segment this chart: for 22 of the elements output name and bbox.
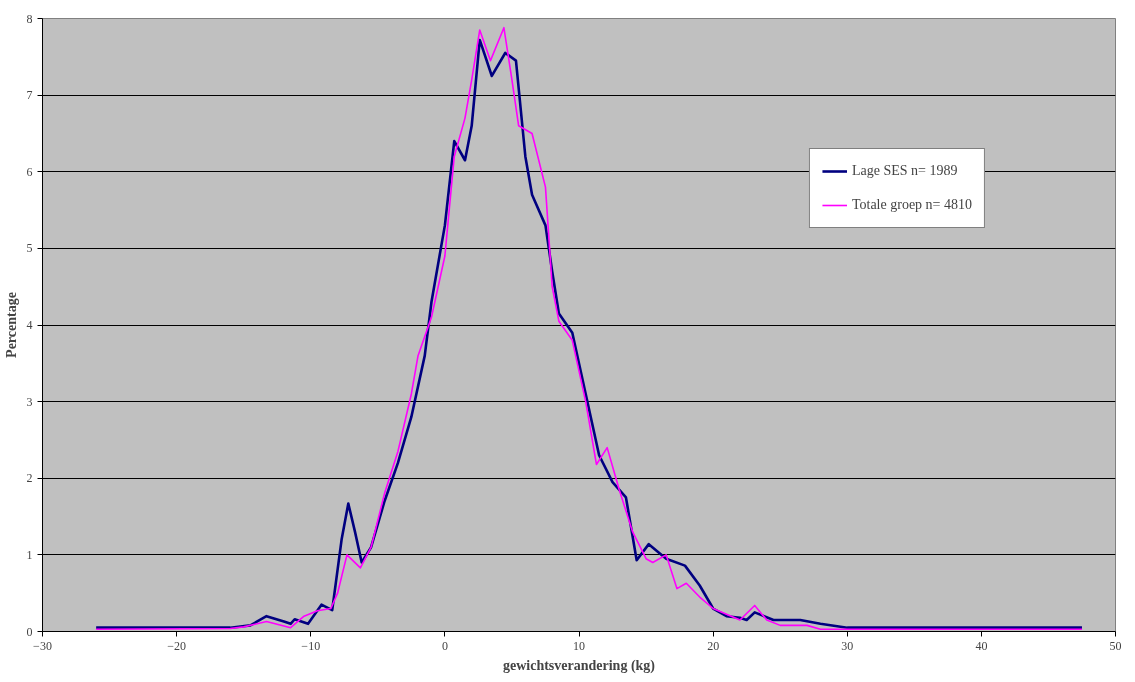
x-tick-label: 50 [1109,638,1122,653]
x-tick-label: 40 [975,638,988,653]
legend-label: Totale groep n= 4810 [851,197,972,213]
y-tick-label: 7 [26,88,33,103]
y-tick-label: 3 [26,394,33,409]
legend-label: Lage SES n= 1989 [851,163,958,179]
y-tick-label: 2 [26,471,33,486]
x-tick-label: 10 [573,638,585,653]
x-axis-title: gewichtsverandering (kg) [502,657,656,674]
y-tick-label: 6 [26,164,33,179]
x-tick-label: 0 [441,638,448,653]
y-tick-label: 5 [26,241,33,256]
y-tick-label: 0 [26,624,33,639]
y-tick-label: 8 [26,11,33,26]
x-tick-label: −20 [167,638,187,653]
x-tick-label: 20 [707,638,720,653]
y-axis-title: Percentage [3,292,19,358]
x-tick-label: −30 [33,638,52,653]
x-tick-label: −10 [301,638,321,653]
y-tick-label: 1 [26,547,33,562]
y-tick-label: 4 [26,318,33,332]
x-tick-label: 30 [841,638,854,653]
